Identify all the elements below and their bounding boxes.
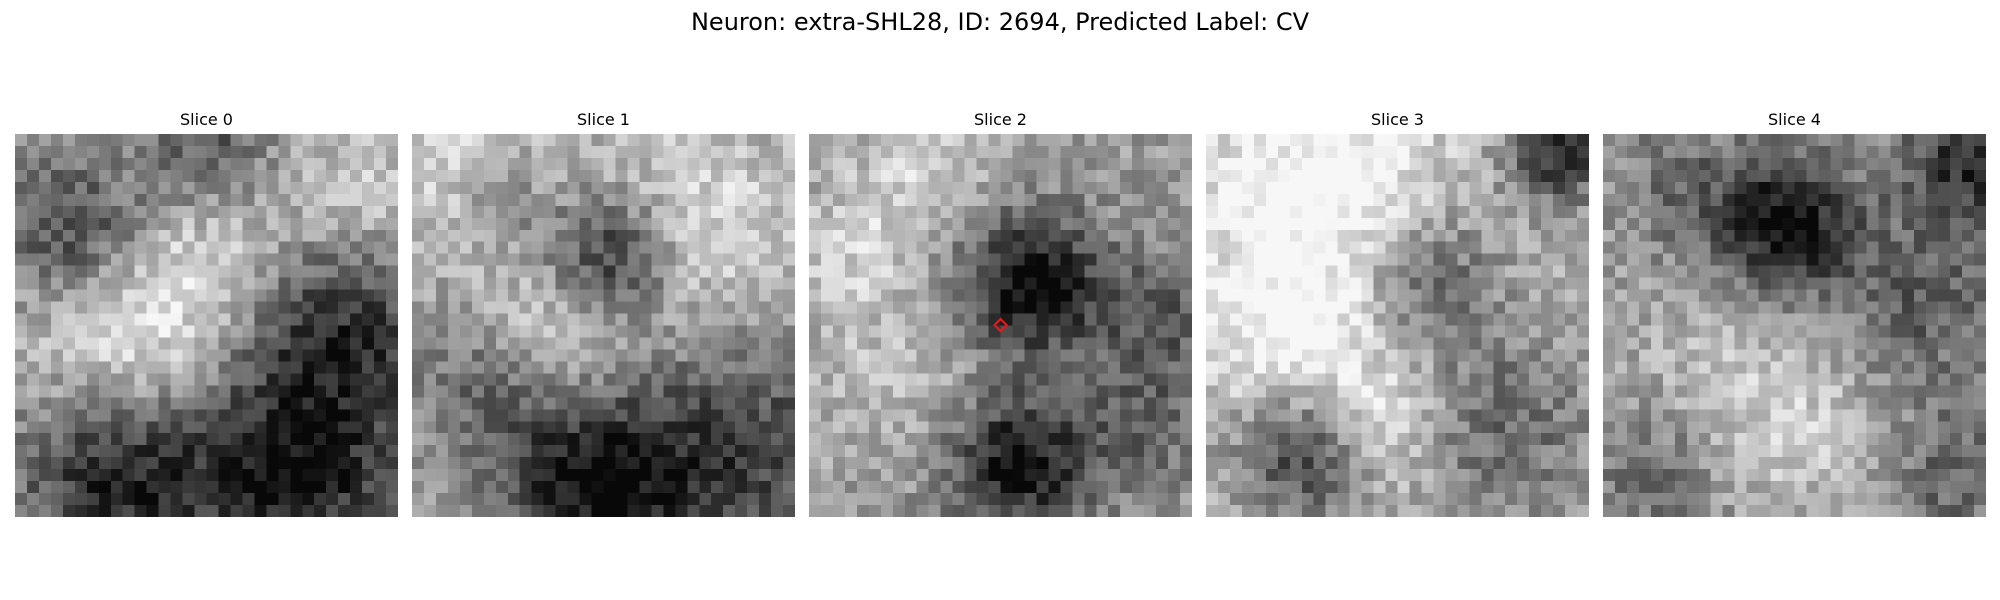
slice-title: Slice 1 — [577, 110, 630, 129]
center-marker-icon — [992, 317, 1009, 333]
slice-panel-0: Slice 0 — [15, 108, 398, 517]
slice-panel-1: Slice 1 — [412, 108, 795, 517]
slice-image — [809, 134, 1192, 517]
slice-image — [15, 134, 398, 517]
slice-panel-3: Slice 3 — [1206, 108, 1589, 517]
slice-image — [1206, 134, 1589, 517]
slice-title: Slice 3 — [1371, 110, 1424, 129]
slice-panel-2: Slice 2 — [809, 108, 1192, 517]
slice-title: Slice 0 — [180, 110, 233, 129]
slice-image — [412, 134, 795, 517]
figure-title: Neuron: extra-SHL28, ID: 2694, Predicted… — [690, 8, 1310, 36]
slice-title: Slice 2 — [974, 110, 1027, 129]
slice-image — [1603, 134, 1986, 517]
slice-panel-4: Slice 4 — [1603, 108, 1986, 517]
slice-title: Slice 4 — [1768, 110, 1821, 129]
